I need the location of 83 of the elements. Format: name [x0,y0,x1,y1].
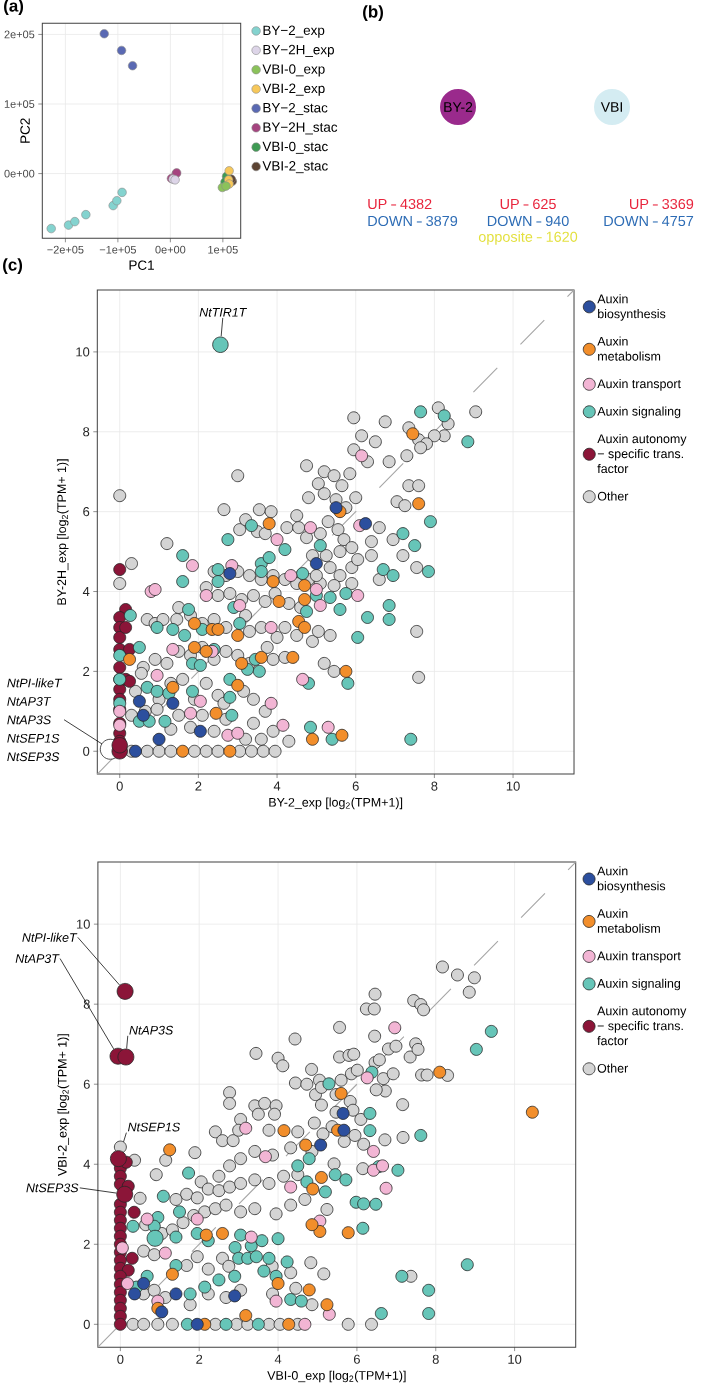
y-tick-label: 0 [83,1319,90,1329]
x-tick-label: 4 [273,781,281,791]
category-label: DOWN [368,215,412,227]
x-axis-title: PC1 [129,260,154,270]
y-tick-label: 0 [83,746,90,756]
chart-title: (a) [4,0,24,16]
x-tick-label: 10 [506,781,520,791]
annotation: NtSEP3S [26,1183,79,1193]
data-label: 1620 [546,231,578,242]
legend-label: Auxin autonomy − specific trans. factor [597,434,687,474]
legend-label: Auxin autonomy − specific trans. factor [597,1006,687,1046]
category-label: UP [368,199,387,210]
x-tick-label: 6 [352,781,359,791]
y-tick-label: 8 [83,999,90,1009]
annotation: NtTIR1T [199,308,248,317]
data-label: 4757 [662,216,694,227]
y-tick-label: 10 [76,347,90,357]
x-tick-label: 0 [116,781,123,791]
legend-label: Auxin transport [597,951,681,963]
annotation: NtAP3T [15,954,60,963]
category-label: UP [630,199,649,210]
y-tick-label: 2 [83,1239,90,1249]
data-label: 3879 [426,215,458,227]
chart-title: (c) [3,258,23,275]
legend-label: BY−2_exp [263,25,325,38]
legend-label: Other [597,1063,629,1073]
y-tick-label: 6 [83,1079,90,1089]
y-tick-label: 2 [83,666,90,676]
x-tick-label: 2 [195,781,202,791]
legend-label: BY−2H_stac [263,122,338,135]
category-label: UP [500,199,519,210]
legend-label: Auxin signaling [597,406,681,419]
y-tick-label: 4 [82,587,90,596]
legend-label: VBI-0_exp [262,64,325,77]
x-tick-label: 1e+05 [208,245,238,254]
x-tick-label: 2 [196,1354,203,1364]
x-tick-label: 6 [353,1354,360,1364]
y-tick-label: 0e+00 [4,169,35,178]
y-tick-label: 2e+05 [4,30,35,39]
y-tick-label: 4 [83,1159,91,1169]
data-label: 625 [533,198,556,210]
text: (b) [363,5,383,21]
category-label: DOWN [604,215,648,227]
category-label: DOWN [487,215,532,227]
x-axis-title: BY-2_exp [log$_{2}$(TPM+1)] [269,797,403,810]
annotation: NtPI-likeT [22,932,78,942]
legend-label: Auxin signaling [597,978,681,991]
legend-label: VBI-2_exp [262,83,325,96]
x-tick-label: 8 [432,1354,439,1364]
legend-label: Auxin biosynthesis [597,866,666,893]
legend-label: BY−2_stac [263,102,328,116]
y-tick-label: 6 [83,507,90,517]
annotation: NtAP3S [129,1025,174,1035]
legend-label: Auxin biosynthesis [597,294,666,321]
legend-label: BY-2 [444,102,473,112]
x-tick-label: 0e+00 [155,245,186,254]
category-label: opposite [478,231,533,245]
x-tick-label: −2e+05 [47,245,84,254]
data-label: 940 [545,215,569,227]
y-tick-label: 1e+05 [4,100,35,108]
legend-label: VBI-2_stac [262,161,328,174]
x-tick-label: 0 [117,1354,124,1364]
y-axis-title: PC2 [20,118,30,143]
legend-label: Auxin transport [597,379,681,391]
y-tick-label: 8 [83,427,90,437]
y-axis-title: VBI-2_exp [log$_{2}$(TPM+ 1)] [57,1034,70,1176]
x-tick-label: 10 [508,1354,522,1364]
annotation: NtPI-likeT NtAP3T NtAP3S NtSEP1S NtSEP3S [7,678,63,762]
legend-label: Auxin metabolism [597,908,660,933]
x-tick-label: 4 [274,1354,282,1364]
legend-label: Auxin metabolism [597,336,661,361]
legend-label: Other [597,491,629,501]
data-label: 4382 [400,198,432,210]
legend-label: VBI-0_stac [262,141,328,154]
x-tick-label: −1e+05 [99,245,136,254]
legend-label: VBI [600,102,622,112]
x-tick-label: 8 [431,781,438,791]
x-axis-title: VBI-0_exp [log$_{2}$(TPM+1)] [267,1370,406,1383]
y-tick-label: 10 [76,919,90,929]
annotation: NtSEP1S [127,1122,181,1132]
legend-label: BY−2H_exp [263,44,334,58]
y-axis-title: BY-2H_exp [log$_{2}$(TPM+ 1)] [56,459,69,605]
data-label: 3369 [662,198,694,210]
